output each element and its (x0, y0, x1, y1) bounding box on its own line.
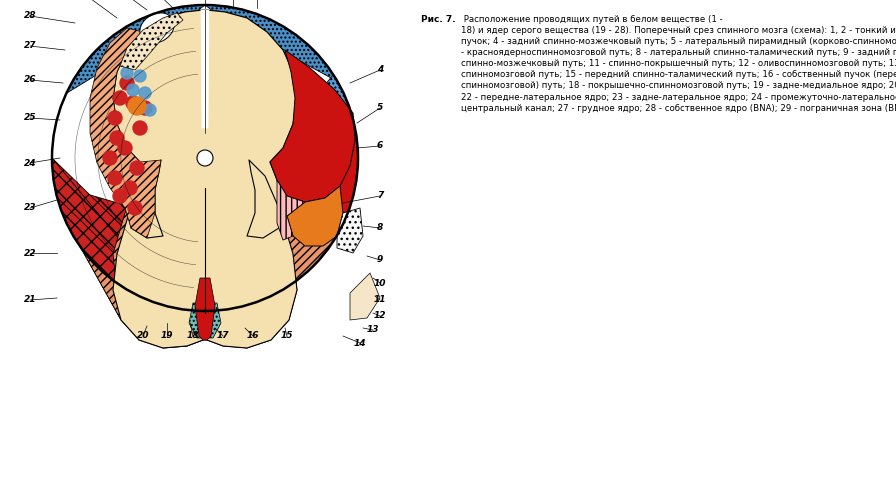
Text: 25: 25 (24, 113, 36, 122)
Circle shape (139, 87, 151, 99)
Polygon shape (152, 172, 263, 311)
Text: 7: 7 (377, 192, 383, 200)
Text: Рис. 7.: Рис. 7. (421, 15, 456, 24)
Polygon shape (66, 5, 205, 94)
Text: 22: 22 (24, 248, 36, 257)
Ellipse shape (140, 13, 174, 43)
Polygon shape (189, 303, 221, 338)
Circle shape (134, 102, 146, 114)
Circle shape (126, 96, 140, 110)
Circle shape (144, 104, 156, 116)
Polygon shape (57, 198, 203, 348)
Circle shape (133, 121, 147, 135)
Text: 23: 23 (24, 203, 36, 212)
Circle shape (127, 84, 139, 96)
Polygon shape (201, 10, 209, 128)
Text: 17: 17 (217, 332, 229, 341)
Circle shape (113, 91, 127, 105)
Circle shape (120, 76, 134, 90)
Circle shape (128, 97, 146, 115)
Text: 6: 6 (377, 142, 383, 150)
Text: 5: 5 (377, 103, 383, 112)
Polygon shape (270, 50, 355, 202)
Text: 4: 4 (377, 65, 383, 75)
Polygon shape (219, 228, 279, 310)
Circle shape (52, 5, 358, 311)
Polygon shape (293, 72, 356, 132)
Circle shape (108, 111, 122, 125)
Polygon shape (120, 13, 183, 70)
Polygon shape (270, 124, 358, 256)
Polygon shape (55, 185, 297, 348)
Text: 9: 9 (377, 255, 383, 264)
Text: 28: 28 (24, 11, 36, 20)
Circle shape (130, 161, 144, 175)
Polygon shape (195, 278, 215, 340)
Text: 27: 27 (24, 42, 36, 50)
Circle shape (108, 171, 122, 185)
Circle shape (129, 52, 141, 64)
Text: 26: 26 (24, 76, 36, 85)
Polygon shape (350, 273, 380, 320)
Circle shape (103, 151, 117, 165)
Polygon shape (337, 208, 363, 253)
Text: 13: 13 (366, 326, 379, 335)
Text: 18: 18 (186, 332, 199, 341)
Polygon shape (277, 180, 305, 240)
Text: 12: 12 (374, 311, 386, 320)
Text: 14: 14 (354, 339, 366, 347)
Polygon shape (52, 158, 203, 348)
Circle shape (110, 131, 124, 145)
Circle shape (118, 141, 132, 155)
Text: 21: 21 (24, 296, 36, 304)
Circle shape (138, 101, 152, 115)
Polygon shape (257, 180, 325, 302)
Polygon shape (90, 28, 161, 238)
Polygon shape (205, 5, 338, 82)
Polygon shape (52, 158, 247, 348)
Text: 11: 11 (374, 296, 386, 304)
Polygon shape (113, 10, 297, 348)
Text: 19: 19 (160, 332, 173, 341)
Polygon shape (80, 160, 293, 303)
Text: 10: 10 (374, 279, 386, 288)
Circle shape (128, 201, 142, 215)
Circle shape (197, 150, 213, 166)
Text: 15: 15 (280, 332, 293, 341)
Circle shape (113, 189, 127, 203)
Text: 8: 8 (377, 224, 383, 233)
Circle shape (123, 181, 137, 195)
Text: 16: 16 (246, 332, 259, 341)
Circle shape (134, 70, 146, 82)
Polygon shape (80, 12, 344, 320)
Circle shape (121, 67, 133, 79)
Text: Расположение проводящих путей в белом веществе (1 -
18) и ядер серого вещества (: Расположение проводящих путей в белом ве… (461, 15, 896, 113)
Text: 20: 20 (137, 332, 150, 341)
Text: 24: 24 (24, 158, 36, 167)
Polygon shape (287, 186, 343, 246)
